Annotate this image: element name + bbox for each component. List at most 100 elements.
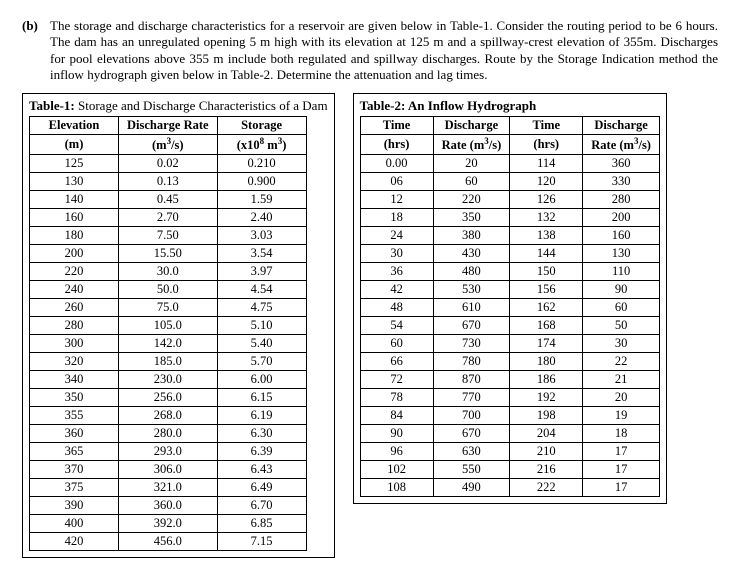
table2-cell: 530 <box>433 281 510 299</box>
table1-cell: 256.0 <box>119 389 218 407</box>
table2-cell: 24 <box>360 227 433 245</box>
table1-cell: 130 <box>30 173 119 191</box>
table1-cell: 6.43 <box>217 461 306 479</box>
table1-cell: 185.0 <box>119 353 218 371</box>
table1-cell: 0.45 <box>119 191 218 209</box>
table1-cell: 3.97 <box>217 263 306 281</box>
table1-row: 400392.06.85 <box>30 515 307 533</box>
table2-cell: 60 <box>583 299 660 317</box>
table2-row: 30430144130 <box>360 245 659 263</box>
table2-cell: 198 <box>510 407 583 425</box>
table1-cell: 300 <box>30 335 119 353</box>
table2-cell: 06 <box>360 173 433 191</box>
table2-cell: 216 <box>510 461 583 479</box>
table1-cell: 140 <box>30 191 119 209</box>
table1-cell: 4.75 <box>217 299 306 317</box>
table2-cell: 550 <box>433 461 510 479</box>
t1-h3a: Storage <box>217 117 306 135</box>
table1-cell: 5.10 <box>217 317 306 335</box>
problem-text: The storage and discharge characteristic… <box>50 18 718 83</box>
table1-cell: 6.70 <box>217 497 306 515</box>
table1-row: 280105.05.10 <box>30 317 307 335</box>
table1-cell: 365 <box>30 443 119 461</box>
table1-cell: 180 <box>30 227 119 245</box>
table1-row: 365293.06.39 <box>30 443 307 461</box>
table2-cell: 144 <box>510 245 583 263</box>
table2-cell: 30 <box>360 245 433 263</box>
table2-cell: 430 <box>433 245 510 263</box>
table2-row: 4253015690 <box>360 281 659 299</box>
table2-cell: 180 <box>510 353 583 371</box>
table2-cell: 18 <box>360 209 433 227</box>
table1-row: 1400.451.59 <box>30 191 307 209</box>
table1-cell: 360 <box>30 425 119 443</box>
t2-h1b: (hrs) <box>360 135 433 155</box>
table2-cell: 90 <box>360 425 433 443</box>
t2-h1a: Time <box>360 117 433 135</box>
table2-cell: 480 <box>433 263 510 281</box>
table2-row: 24380138160 <box>360 227 659 245</box>
table2-cell: 380 <box>433 227 510 245</box>
table2-row: 9663021017 <box>360 443 659 461</box>
table2-row: 12220126280 <box>360 191 659 209</box>
table1-cell: 6.15 <box>217 389 306 407</box>
table1-cell: 280 <box>30 317 119 335</box>
table1-cell: 280.0 <box>119 425 218 443</box>
table1-cell: 3.54 <box>217 245 306 263</box>
table2-row: 18350132200 <box>360 209 659 227</box>
table2-row: 8470019819 <box>360 407 659 425</box>
table1-cell: 125 <box>30 155 119 173</box>
table2-cell: 36 <box>360 263 433 281</box>
table1-cell: 355 <box>30 407 119 425</box>
table1-row: 24050.04.54 <box>30 281 307 299</box>
table2-row: 36480150110 <box>360 263 659 281</box>
table1-cell: 0.210 <box>217 155 306 173</box>
table2-cell: 12 <box>360 191 433 209</box>
table2-cell: 670 <box>433 317 510 335</box>
table1-row: 360280.06.30 <box>30 425 307 443</box>
table1-cell: 75.0 <box>119 299 218 317</box>
table2-cell: 19 <box>583 407 660 425</box>
table2-cell: 870 <box>433 371 510 389</box>
table2-cell: 162 <box>510 299 583 317</box>
table2-cell: 50 <box>583 317 660 335</box>
table2-row: 0660120330 <box>360 173 659 191</box>
table2-row: 7287018621 <box>360 371 659 389</box>
table2-row: 6678018022 <box>360 353 659 371</box>
table2-cell: 220 <box>433 191 510 209</box>
table1-cell: 142.0 <box>119 335 218 353</box>
table2-cell: 222 <box>510 479 583 497</box>
table2-row: 4861016260 <box>360 299 659 317</box>
t2-h2a: Discharge <box>433 117 510 135</box>
table2-caption: Table-2: An Inflow Hydrograph <box>360 98 660 114</box>
table2-cell: 156 <box>510 281 583 299</box>
table2-row: 5467016850 <box>360 317 659 335</box>
t2-h2b: Rate (m3/s) <box>433 135 510 155</box>
table2-cell: 730 <box>433 335 510 353</box>
table1-cell: 1.59 <box>217 191 306 209</box>
table1-cell: 7.15 <box>217 533 306 551</box>
table1-row: 370306.06.43 <box>30 461 307 479</box>
table1-row: 340230.06.00 <box>30 371 307 389</box>
table2-row: 10255021617 <box>360 461 659 479</box>
table2-cell: 114 <box>510 155 583 173</box>
table1-cell: 0.13 <box>119 173 218 191</box>
table1-row: 355268.06.19 <box>30 407 307 425</box>
table2-cell: 200 <box>583 209 660 227</box>
table2-cell: 670 <box>433 425 510 443</box>
table1-row: 1300.130.900 <box>30 173 307 191</box>
table1-cell: 340 <box>30 371 119 389</box>
problem-label: (b) <box>22 18 50 34</box>
table2-row: 0.0020114360 <box>360 155 659 173</box>
table1-row: 1250.020.210 <box>30 155 307 173</box>
table2-box: Table-2: An Inflow Hydrograph Time Disch… <box>353 93 667 504</box>
table2-cell: 84 <box>360 407 433 425</box>
t1-h2a: Discharge Rate <box>119 117 218 135</box>
table1-row: 20015.503.54 <box>30 245 307 263</box>
table2-cell: 280 <box>583 191 660 209</box>
table1-caption-rest: Storage and Discharge Characteristics of… <box>75 98 328 113</box>
table2-cell: 17 <box>583 443 660 461</box>
table1-cell: 320 <box>30 353 119 371</box>
table2-cell: 126 <box>510 191 583 209</box>
table1-cell: 5.40 <box>217 335 306 353</box>
